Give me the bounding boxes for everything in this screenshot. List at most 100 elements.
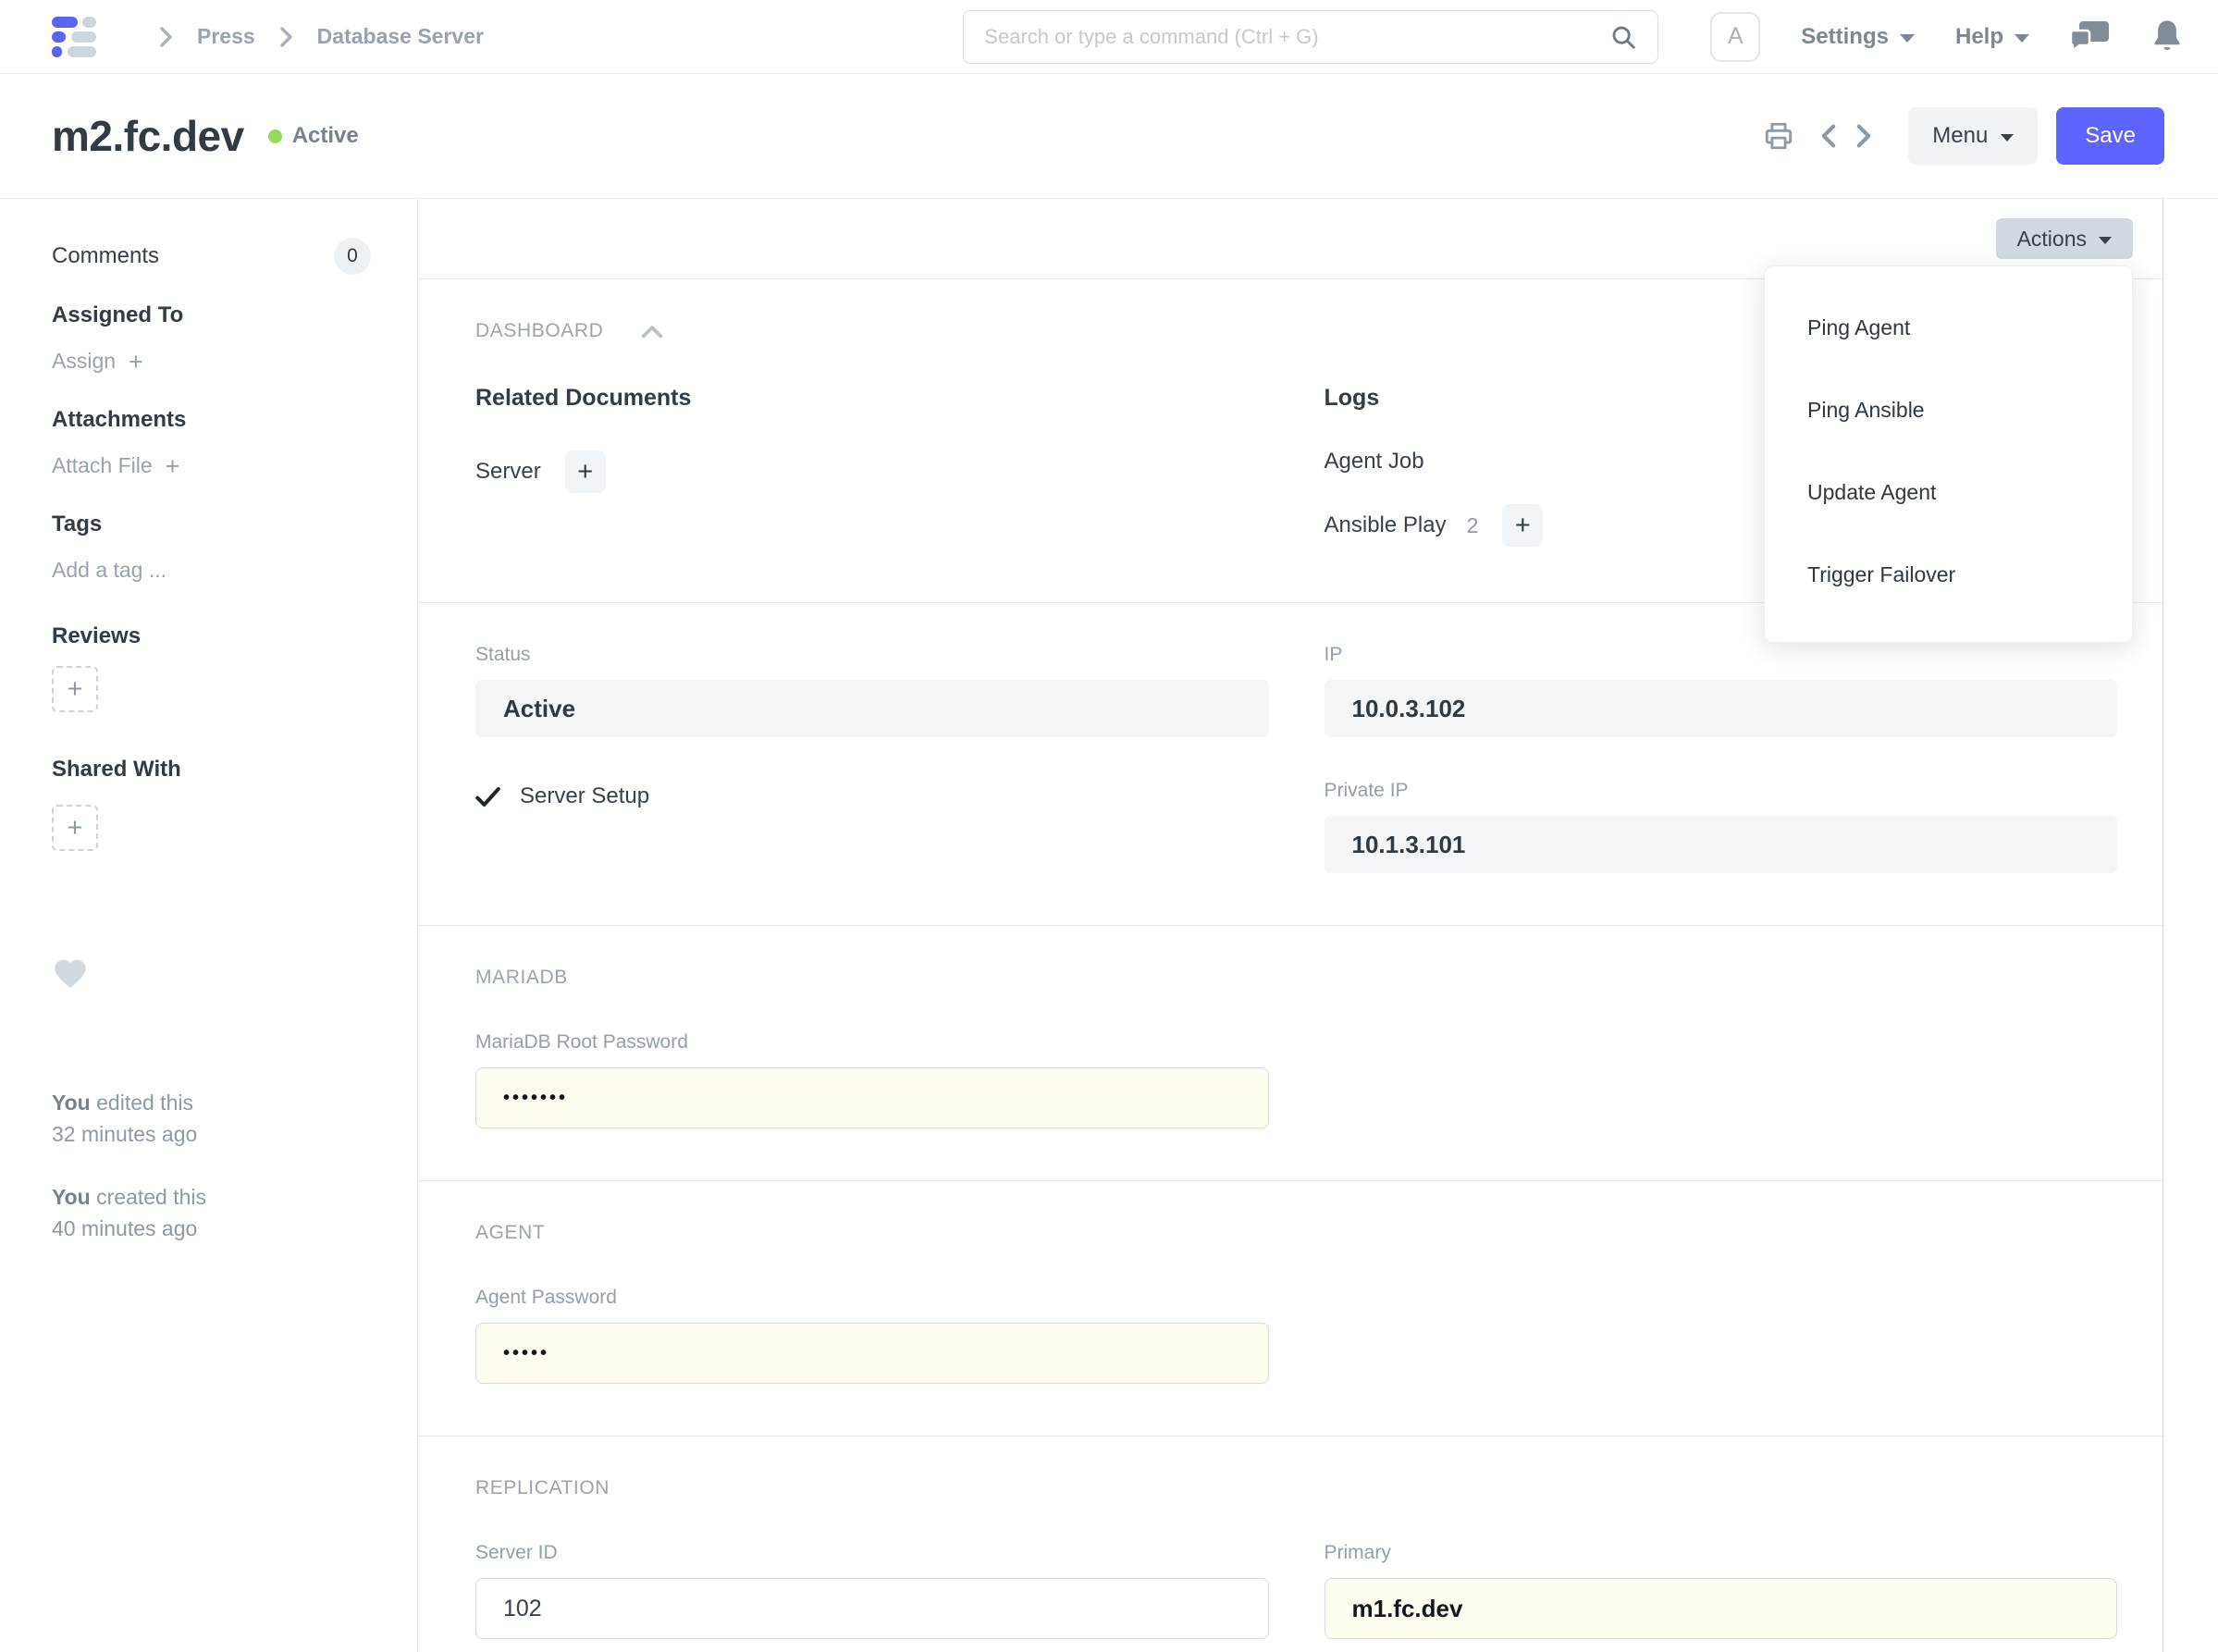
search-icon (1612, 26, 1635, 49)
status-field-label: Status (475, 644, 531, 665)
plus-icon: + (67, 812, 83, 843)
attach-file-button[interactable]: Attach File + (52, 453, 371, 478)
menu-item-ping-ansible[interactable]: Ping Ansible (1807, 398, 1925, 422)
dashboard-collapse-toggle[interactable]: DASHBOARD (475, 320, 2117, 342)
server-id-label: Server ID (475, 1542, 558, 1563)
menu-button[interactable]: Menu (1908, 107, 2039, 165)
related-documents-heading: Related Documents (475, 385, 692, 411)
chevron-right-icon (1856, 124, 1871, 148)
created-when: 40 minutes ago (52, 1216, 198, 1240)
add-ansible-play-button[interactable]: + (1502, 504, 1544, 547)
actions-button-label: Actions (2016, 226, 2087, 251)
menu-item-ping-agent[interactable]: Ping Agent (1807, 315, 1911, 339)
private-ip-field-value: 10.1.3.101 (1324, 816, 2117, 873)
chevron-up-icon (642, 326, 663, 338)
add-server-button[interactable]: + (564, 450, 606, 493)
logs-heading: Logs (1324, 385, 1380, 411)
assigned-to-heading: Assigned To (52, 302, 184, 327)
actions-button[interactable]: Actions (1995, 218, 2133, 259)
page-title: m2.fc.dev (52, 112, 244, 160)
search-input[interactable] (984, 24, 1610, 49)
assign-label: Assign (52, 349, 117, 373)
breadcrumb: Press Database Server (157, 24, 484, 49)
ip-field-label: IP (1324, 644, 1343, 665)
form-actions-row: Actions (418, 199, 2163, 279)
attachments-heading: Attachments (52, 407, 187, 432)
password-masked-value: ••••• (503, 1342, 550, 1363)
edited-by-user: You (52, 1091, 91, 1115)
plus-icon: + (129, 347, 143, 376)
bell-icon (2154, 19, 2180, 50)
notifications-button[interactable] (2151, 19, 2183, 55)
chevron-left-icon (1821, 124, 1836, 148)
chevron-down-icon (2099, 236, 2112, 244)
mariadb-section: MARIADB MariaDB Root Password ••••••• (418, 926, 2163, 1181)
assign-button[interactable]: Assign + (52, 349, 371, 374)
chevron-down-icon (2015, 33, 2029, 43)
related-link-server[interactable]: Server (475, 459, 541, 484)
created-action: created this (96, 1185, 207, 1209)
plus-icon: + (165, 451, 180, 480)
chevron-down-icon (1899, 33, 1915, 43)
app-logo-icon[interactable] (52, 16, 96, 57)
prev-document-button[interactable] (1818, 122, 1840, 150)
server-setup-checkbox[interactable]: Server Setup (475, 783, 1269, 809)
server-id-input[interactable] (475, 1578, 1269, 1639)
share-button[interactable]: + (52, 805, 98, 851)
form-body: Actions Ping Agent Ping Ansible Update A… (418, 199, 2163, 1652)
primary-link-field[interactable]: m1.fc.dev (1324, 1578, 2117, 1639)
tags-heading: Tags (52, 512, 103, 536)
primary-label: Primary (1324, 1542, 1391, 1563)
check-icon (475, 786, 500, 807)
replication-heading: REPLICATION (475, 1477, 610, 1498)
mariadb-root-password-label: MariaDB Root Password (475, 1031, 688, 1053)
print-icon (1766, 122, 1793, 150)
password-masked-value: ••••••• (503, 1087, 569, 1108)
breadcrumb-item-press[interactable]: Press (197, 24, 255, 48)
like-button[interactable] (52, 955, 371, 994)
log-link-ansible-play[interactable]: Ansible Play (1324, 512, 1447, 537)
navbar-right: A Settings Help (1710, 11, 2183, 62)
status-field-value: Active (475, 680, 1269, 737)
log-link-agent-job[interactable]: Agent Job (1324, 449, 1424, 474)
actions-dropdown-menu: Ping Agent Ping Ansible Update Agent Tri… (1764, 265, 2133, 643)
comments-label: Comments (52, 243, 160, 268)
chat-icon (2070, 20, 2109, 54)
chat-button[interactable] (2070, 19, 2111, 55)
primary-link-value: m1.fc.dev (1351, 1594, 1463, 1622)
settings-menu[interactable]: Settings (1801, 24, 1915, 50)
reviews-heading: Reviews (52, 623, 142, 648)
edited-when: 32 minutes ago (52, 1122, 198, 1146)
last-edited-info: You edited this 32 minutes ago (52, 1087, 371, 1150)
created-by-user: You (52, 1185, 91, 1209)
global-search (963, 9, 1659, 64)
help-menu[interactable]: Help (1955, 24, 2029, 50)
agent-password-input[interactable]: ••••• (475, 1323, 1269, 1384)
private-ip-field-label: Private IP (1324, 780, 1409, 801)
attach-file-label: Attach File (52, 453, 153, 477)
user-avatar[interactable]: A (1710, 11, 1761, 62)
overview-section: Status Active Server Setup IP 10.0.3.102… (418, 603, 2163, 926)
breadcrumb-item-database-server[interactable]: Database Server (316, 24, 484, 48)
replication-section: REPLICATION Server ID Primary m1.fc.dev (418, 1436, 2163, 1652)
top-navbar: Press Database Server A Settings Help (0, 0, 2218, 74)
comments-count-badge: 0 (334, 238, 371, 275)
print-button[interactable] (1762, 120, 1795, 152)
menu-item-trigger-failover[interactable]: Trigger Failover (1807, 562, 1956, 586)
add-tag-button[interactable]: Add a tag ... (52, 558, 371, 583)
menu-item-update-agent[interactable]: Update Agent (1807, 480, 1937, 504)
next-document-button[interactable] (1853, 122, 1875, 150)
settings-label: Settings (1801, 23, 1889, 49)
server-setup-label: Server Setup (520, 783, 650, 808)
add-review-button[interactable]: + (52, 666, 98, 712)
sidebar-comments-link[interactable]: Comments 0 (52, 238, 371, 275)
plus-icon: + (67, 673, 83, 704)
dashboard-section: DASHBOARD Related Documents Server + Log… (418, 279, 2163, 603)
status-indicator-label: Active (291, 123, 359, 148)
breadcrumb-chevron-icon (160, 26, 172, 47)
dashboard-heading: DASHBOARD (475, 320, 604, 341)
chevron-down-icon (2001, 133, 2015, 142)
save-button[interactable]: Save (2056, 107, 2164, 165)
agent-password-label: Agent Password (475, 1287, 617, 1308)
mariadb-root-password-input[interactable]: ••••••• (475, 1067, 1269, 1128)
